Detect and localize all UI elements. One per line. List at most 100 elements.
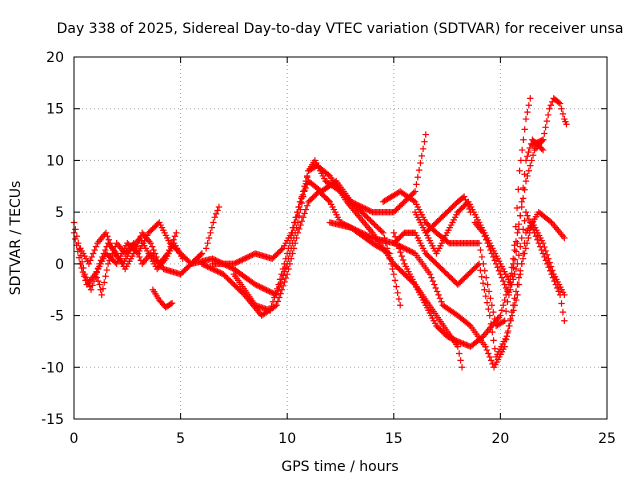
data-point [211,266,218,274]
data-point [102,246,109,254]
data-point [284,260,291,268]
data-point [302,180,310,187]
data-point [524,108,531,116]
data-point [558,105,565,112]
data-point [131,243,139,250]
data-point [227,264,235,271]
data-point [518,198,525,205]
data-point [105,236,113,243]
data-point [512,288,520,295]
data-point [394,204,402,212]
data-point [509,276,517,283]
data-point [268,302,275,310]
data-point [303,174,311,181]
data-point [485,243,493,250]
data-point [525,234,532,242]
data-point [78,258,86,265]
data-point [390,229,397,237]
data-point [247,252,255,259]
series-track-4 [92,239,206,299]
data-point [293,208,301,216]
data-point [104,233,111,240]
data-point [474,261,481,269]
data-point [103,266,111,274]
data-point [197,251,204,259]
data-point [453,337,460,344]
data-point [276,283,283,291]
data-point [497,271,504,278]
data-point [500,277,507,285]
data-point [94,277,102,285]
y-tick-label: 5 [55,205,64,221]
data-point [98,291,105,299]
x-tick-label: 25 [598,431,616,447]
data-point [73,233,81,240]
data-point [478,273,485,280]
data-point [396,242,403,250]
data-point [505,291,513,299]
data-point [487,320,495,328]
data-point [503,333,510,340]
data-point [285,255,292,262]
data-point [110,246,117,254]
data-point [202,262,210,270]
data-point [287,245,295,252]
data-point [297,206,304,213]
data-point [217,269,224,277]
data-point [410,197,417,204]
data-point [556,291,564,299]
data-point [394,289,401,297]
data-point [507,317,514,324]
data-point [167,300,174,308]
data-point [559,110,567,118]
data-point [482,343,489,350]
data-point [547,102,555,109]
data-point [234,284,241,292]
data-point [519,195,527,202]
data-point [531,229,538,237]
data-point [480,229,487,237]
data-point [350,199,358,207]
y-tick-label: 20 [46,50,64,66]
data-point [514,291,521,299]
data-point [390,271,397,278]
data-point [277,280,284,287]
data-point [239,256,246,263]
data-point [171,233,179,240]
data-point [393,283,400,290]
data-point [507,286,514,293]
data-point [106,257,113,264]
data-point [541,130,548,137]
data-point [555,288,562,295]
data-point [487,357,495,364]
data-point [367,217,374,224]
y-tick-label: 10 [46,153,64,169]
data-point [475,260,483,268]
data-point [559,308,567,316]
plot-frame [73,56,608,420]
data-point [541,253,548,261]
data-point [237,257,245,264]
data-point [494,264,501,271]
data-point [528,222,535,230]
data-point [518,234,525,242]
data-point [527,162,534,169]
data-point [422,131,429,138]
data-point [148,243,156,250]
data-point [100,250,108,257]
data-point [220,261,228,268]
data-point [360,204,368,212]
data-point [99,285,107,292]
data-point [356,228,363,235]
data-point [352,200,359,208]
data-point [465,321,473,328]
data-point [428,274,435,281]
data-point [517,243,524,250]
data-point [522,157,530,164]
data-point [528,157,535,164]
data-point [478,253,486,261]
data-point [301,210,308,217]
data-point [94,264,102,272]
data-point [355,202,362,209]
data-point [372,222,380,230]
